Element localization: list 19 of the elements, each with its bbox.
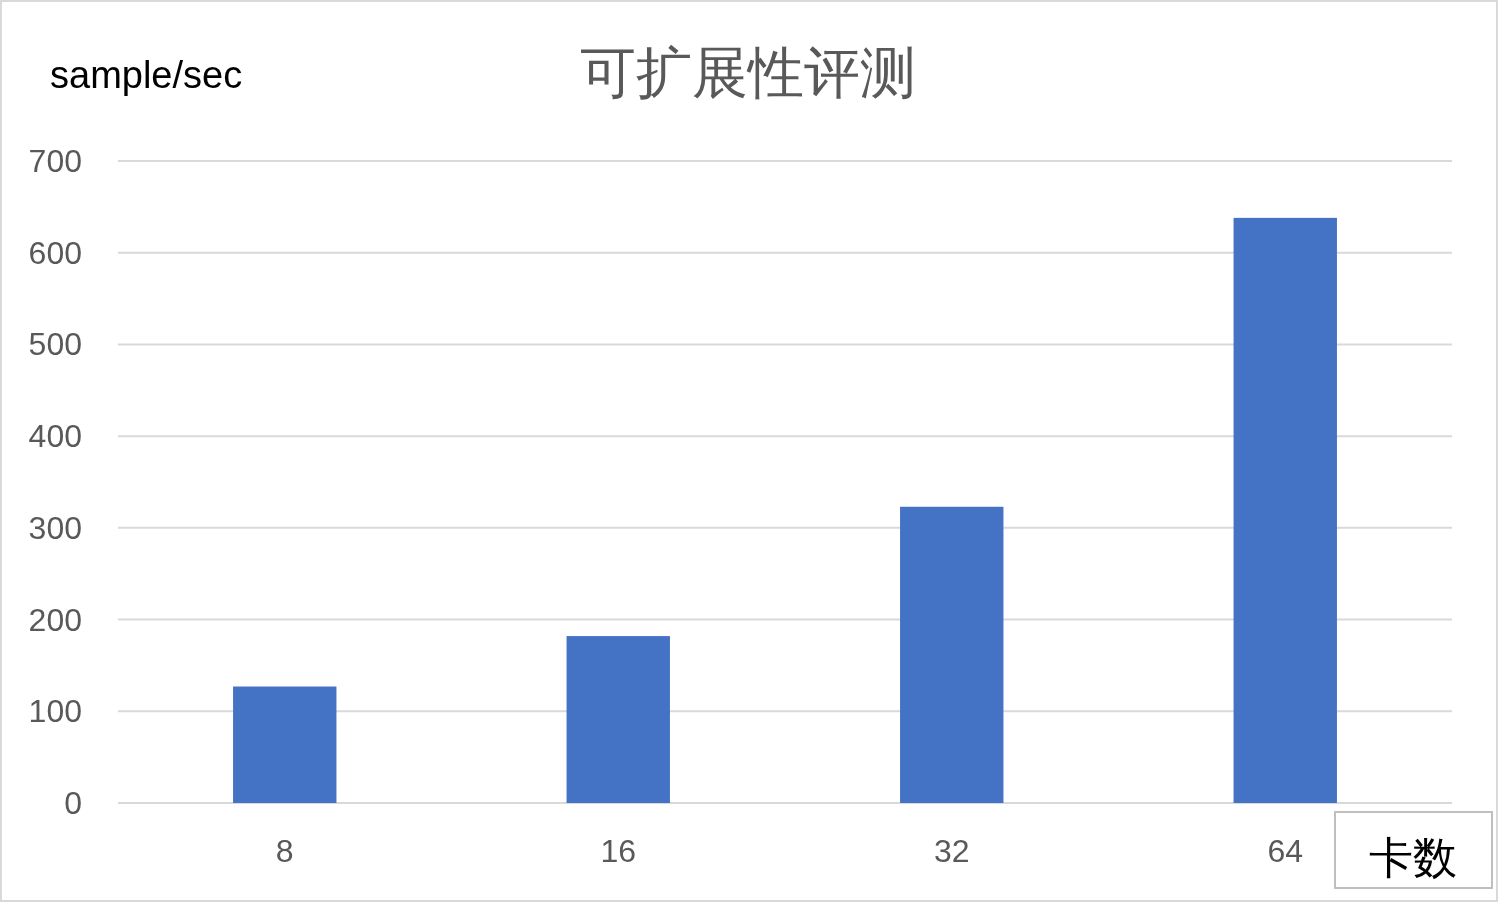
x-tick-label: 16 — [600, 833, 637, 869]
x-tick-label: 8 — [275, 833, 294, 869]
y-tick-label: 500 — [28, 326, 82, 363]
bar — [900, 506, 1004, 803]
bar — [233, 686, 337, 803]
y-tick-label: 100 — [28, 693, 82, 730]
bar — [566, 636, 670, 803]
y-tick-label: 400 — [28, 418, 82, 455]
chart-title: 可扩展性评测 — [580, 41, 916, 104]
y-tick-label: 600 — [28, 234, 82, 271]
y-axis-title: sample/sec — [50, 54, 243, 96]
y-tick-label: 0 — [64, 785, 82, 821]
y-tick-label: 200 — [28, 601, 82, 638]
x-axis-title: 卡数 — [1369, 833, 1457, 882]
x-tick-label: 64 — [1267, 833, 1304, 869]
x-tick-label: 32 — [933, 833, 970, 869]
y-tick-label: 300 — [28, 509, 82, 546]
y-tick-label: 700 — [28, 143, 82, 179]
bar — [1233, 217, 1337, 803]
